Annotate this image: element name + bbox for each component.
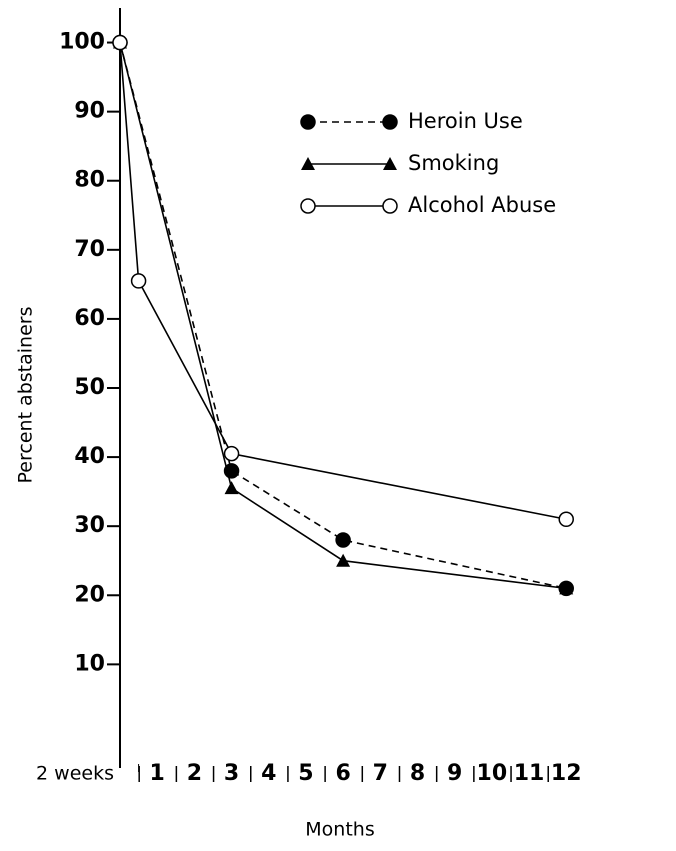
- x-tick-label: 2 weeks: [36, 763, 114, 785]
- data-point: [559, 581, 574, 595]
- legend-label: Smoking: [408, 151, 499, 175]
- y-tick-label: 50: [74, 375, 105, 400]
- data-point: [223, 445, 240, 462]
- data-point: [223, 463, 240, 479]
- y-tick-label: 90: [74, 99, 105, 124]
- data-point: [558, 511, 574, 528]
- legend-marker: [300, 198, 316, 214]
- data-point: [130, 273, 147, 289]
- y-tick-label: 40: [74, 444, 105, 469]
- x-tick-label: 3: [224, 761, 239, 786]
- legend-marker: [382, 114, 398, 130]
- legend-marker: [301, 157, 315, 170]
- y-tick-label: 10: [74, 651, 105, 676]
- x-tick-label: 9: [447, 761, 462, 786]
- y-tick-label: 30: [74, 513, 105, 538]
- legend-marker: [382, 198, 398, 214]
- x-tick-label: 7: [373, 761, 388, 786]
- y-tick-label: 70: [74, 237, 105, 262]
- y-tick-label: 60: [74, 306, 105, 331]
- x-tick-label: 8: [410, 761, 425, 786]
- x-tick-label: 4: [261, 761, 276, 786]
- series-line: [119, 42, 567, 590]
- legend-marker: [383, 157, 397, 170]
- legend-marker: [300, 114, 316, 130]
- series-line: [119, 42, 567, 521]
- y-axis-label: Percent abstainers: [15, 307, 37, 484]
- data-point: [112, 34, 128, 51]
- x-axis-label: Months: [305, 819, 374, 841]
- x-tick-label: 1: [150, 761, 165, 786]
- y-tick-label: 20: [74, 582, 105, 607]
- x-tick-label: 2: [187, 761, 202, 786]
- x-tick-label: 12: [551, 761, 582, 786]
- x-tick-label: 11: [514, 761, 545, 786]
- x-tick-label: 10: [477, 761, 508, 786]
- x-tick-label: 6: [335, 761, 350, 786]
- data-point: [335, 532, 351, 548]
- series-line: [119, 42, 567, 590]
- data-point: [224, 481, 239, 495]
- x-tick-label: 5: [298, 761, 313, 786]
- legend-label: Alcohol Abuse: [408, 193, 556, 217]
- y-tick-label: 100: [59, 30, 105, 55]
- y-tick-label: 80: [74, 168, 105, 193]
- legend-label: Heroin Use: [408, 109, 523, 133]
- data-point: [336, 553, 351, 567]
